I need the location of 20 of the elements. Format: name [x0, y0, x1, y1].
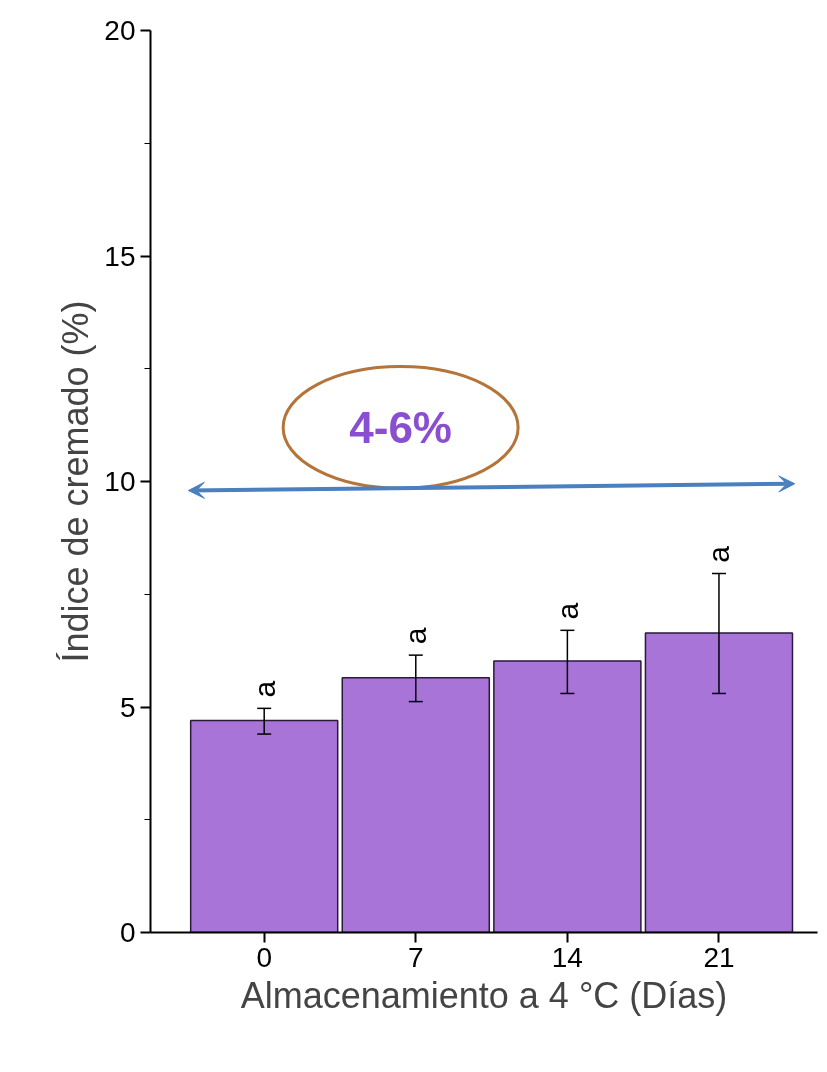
y-tick-label: 5: [119, 691, 136, 723]
y-axis-title: Índice de cremado (%): [55, 300, 97, 663]
bar: [189, 719, 339, 933]
annotation: a: [247, 680, 281, 698]
x-tick-label: 14: [551, 941, 583, 973]
bar: [341, 676, 491, 933]
x-tick-label: 7: [408, 941, 424, 973]
y-tick-label: 0: [119, 917, 136, 948]
bar: [493, 660, 642, 933]
bar: [644, 632, 794, 933]
annotation: a: [550, 602, 584, 620]
y-tick-label: 10: [104, 466, 136, 497]
x-tick-label: 21: [703, 941, 735, 973]
annotation: a: [702, 545, 736, 563]
x-axis-title: Almacenamiento a 4 °C (Días): [240, 974, 728, 1016]
y-tick-label: 20: [104, 15, 136, 46]
x-tick-label: 0: [256, 941, 272, 973]
annotation: 4-6%: [349, 402, 452, 452]
y-tick-label: 15: [104, 240, 136, 272]
annotation: a: [399, 627, 433, 645]
